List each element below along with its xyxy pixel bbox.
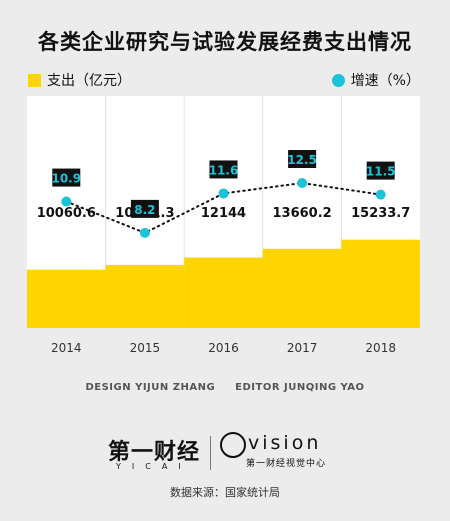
growth-value-label-2016: 11.6	[209, 163, 239, 177]
bar-2015	[105, 264, 185, 328]
bar-2017	[262, 248, 342, 328]
yicai-logo: 第一财经	[108, 440, 201, 465]
design-credit: DESIGN YIJUN ZHANG	[85, 382, 216, 393]
bar-value-label-2014: 10060.6	[37, 206, 96, 221]
x-tick-label-2018: 2018	[365, 341, 396, 355]
legend-item-spending: 支出（亿元）	[28, 70, 131, 90]
growth-point-2014	[61, 196, 72, 207]
growth-line-series	[61, 178, 386, 238]
legend-item-growth: 增速（%）	[331, 70, 420, 90]
growth-label-box-2016	[209, 160, 238, 179]
bar-2014	[27, 269, 106, 328]
bar-2016	[184, 257, 263, 328]
bar-series	[27, 239, 420, 328]
growth-value-label-2015: 8.2	[134, 203, 155, 217]
growth-point-2017	[297, 178, 308, 188]
chart-area: 10060.610881.31214413660.215233.710.98.2…	[27, 96, 420, 355]
growth-value-label-2017: 12.5	[287, 153, 317, 167]
bar-2018	[341, 239, 420, 328]
legend: 支出（亿元） 增速（%）	[28, 70, 420, 90]
legend-label-growth: 增速（%）	[350, 73, 420, 89]
legend-label-spending: 支出（亿元）	[47, 73, 131, 89]
growth-label-box-2014	[52, 168, 81, 187]
legend-swatch-dot	[331, 73, 345, 87]
growth-point-2016	[218, 188, 229, 199]
bar-value-label-2016: 12144	[201, 206, 246, 221]
data-source: 数据来源：国家统计局	[170, 486, 280, 499]
legend-swatch-bar	[28, 73, 41, 87]
growth-point-2015	[139, 227, 150, 238]
growth-label-box-2018	[366, 161, 395, 180]
bar-value-label-2018: 15233.7	[351, 206, 410, 221]
growth-label-box-2015	[130, 199, 159, 218]
growth-value-label-2018: 11.5	[366, 165, 396, 179]
growth-value-label-2014: 10.9	[51, 172, 81, 186]
x-tick-label-2015: 2015	[130, 341, 161, 355]
credits: DESIGN YIJUN ZHANG EDITOR JUNQING YAO	[0, 382, 450, 393]
x-tick-label-2017: 2017	[287, 341, 318, 355]
x-tick-label-2016: 2016	[208, 341, 239, 355]
vision-logo-sub: 第一财经视觉中心	[246, 459, 327, 469]
bar-value-label-2017: 13660.2	[272, 206, 331, 221]
data-labels: 10060.610881.31214413660.215233.710.98.2…	[37, 150, 410, 221]
footer-logos: 第一财经 YICAI vision 第一财经视觉中心	[0, 432, 450, 478]
vision-logo: vision	[248, 432, 322, 454]
editor-credit: EDITOR JUNQING YAO	[235, 382, 365, 393]
vision-logo-mark-icon	[220, 432, 246, 458]
chart-title: 各类企业研究与试验发展经费支出情况	[38, 30, 412, 54]
yicai-logo-sub: YICAI	[116, 462, 192, 471]
growth-point-2018	[375, 189, 386, 200]
x-tick-label-2014: 2014	[51, 341, 82, 355]
growth-label-box-2017	[288, 150, 317, 168]
logo-divider	[210, 436, 211, 470]
x-axis: 2014 2015 2016 2017 2018	[51, 341, 396, 355]
